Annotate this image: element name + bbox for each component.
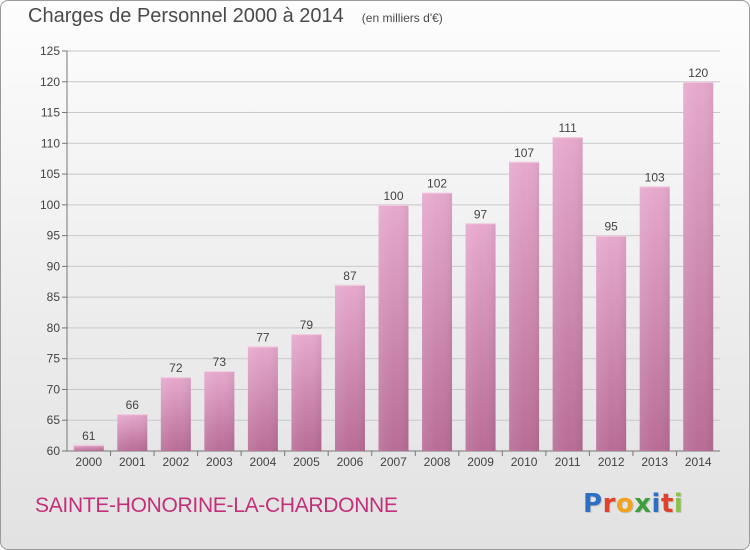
bar-shine-2001 xyxy=(117,414,148,451)
x-tick-label: 2004 xyxy=(250,455,277,469)
data-label: 103 xyxy=(645,170,665,184)
data-label: 111 xyxy=(559,121,578,135)
y-tick-label: 75 xyxy=(47,352,61,366)
x-tick-label: 2011 xyxy=(555,455,581,469)
bar-shine-2013 xyxy=(639,186,670,451)
bar-shine-2007 xyxy=(378,204,409,451)
data-label: 87 xyxy=(343,269,357,283)
logo-letter: r xyxy=(602,489,616,519)
data-label: 79 xyxy=(300,318,314,332)
y-tick-label: 105 xyxy=(40,167,60,181)
x-tick-label: 2007 xyxy=(380,455,407,469)
logo-letter: x xyxy=(634,489,652,519)
data-label: 61 xyxy=(82,429,96,443)
bars: 61 66 72 73 77 79 87 100 102 97 107 111 95 103 120 xyxy=(73,66,714,452)
bar-shine-2003 xyxy=(204,371,235,451)
logo-letter: t xyxy=(660,489,674,519)
y-tick-label: 110 xyxy=(41,136,60,150)
logo-letter: P xyxy=(583,489,603,519)
logo-letter: i xyxy=(673,489,684,519)
data-label: 97 xyxy=(474,207,488,221)
y-tick-label: 60 xyxy=(47,444,61,458)
x-tick-label: 2002 xyxy=(162,455,189,469)
chart-title: Charges de Personnel 2000 à 2014 xyxy=(28,5,344,27)
data-label: 100 xyxy=(383,189,403,203)
bar-shine-2006 xyxy=(334,284,365,451)
y-tick-label: 125 xyxy=(40,44,60,58)
y-tick-label: 120 xyxy=(40,75,60,89)
proxiti-logo[interactable]: Proxiti xyxy=(583,489,683,519)
bar-shine-2012 xyxy=(596,235,627,451)
x-tick-label: 2003 xyxy=(206,455,233,469)
x-tick-label: 2001 xyxy=(119,455,146,469)
x-tick-label: 2014 xyxy=(685,455,712,469)
bar-shine-2011 xyxy=(552,137,583,451)
bar-shine-2008 xyxy=(422,192,453,452)
place-name: SAINTE-HONORINE-LA-CHARDONNE xyxy=(35,494,398,517)
bar-shine-2004 xyxy=(247,346,278,451)
y-tick-label: 115 xyxy=(41,106,60,120)
data-label: 120 xyxy=(688,66,708,80)
x-tick-label: 2013 xyxy=(641,455,668,469)
y-tick-label: 70 xyxy=(47,382,61,396)
title-row: Charges de Personnel 2000 à 2014 (en mil… xyxy=(28,5,443,28)
data-label: 66 xyxy=(126,398,140,412)
y-tick-label: 65 xyxy=(47,413,61,427)
data-label: 77 xyxy=(256,330,270,344)
bar-shine-2014 xyxy=(683,81,714,452)
y-tick-label: 100 xyxy=(40,198,60,212)
bar-shine-2010 xyxy=(509,161,540,451)
data-label: 95 xyxy=(604,220,618,234)
x-tick-label: 2009 xyxy=(467,455,494,469)
data-label: 107 xyxy=(514,146,534,160)
x-tick-label: 2000 xyxy=(75,455,102,469)
bar-shine-2000 xyxy=(73,444,104,451)
x-tick-label: 2006 xyxy=(337,455,364,469)
y-tick-label: 95 xyxy=(47,229,61,243)
bar-shine-2002 xyxy=(160,377,191,451)
x-tick-label: 2005 xyxy=(293,455,320,469)
x-tick-label: 2012 xyxy=(598,455,625,469)
bar-shine-2009 xyxy=(465,223,496,451)
data-label: 102 xyxy=(427,177,447,191)
y-tick-label: 90 xyxy=(47,259,61,273)
y-tick-label: 85 xyxy=(47,290,61,304)
data-label: 73 xyxy=(213,355,227,369)
chart-subtitle: (en milliers d'€) xyxy=(361,11,443,25)
x-axis: 2000 2001 2002 2003 2004 2005 2006 2007 2008 2009… xyxy=(75,451,712,469)
y-tick-label: 80 xyxy=(47,321,61,335)
logo-letter: i xyxy=(651,489,661,519)
logo-letter: o xyxy=(615,489,635,519)
bar-shine-2005 xyxy=(291,334,322,451)
x-tick-label: 2008 xyxy=(424,455,451,469)
x-tick-label: 2010 xyxy=(511,455,538,469)
data-label: 72 xyxy=(169,361,183,375)
